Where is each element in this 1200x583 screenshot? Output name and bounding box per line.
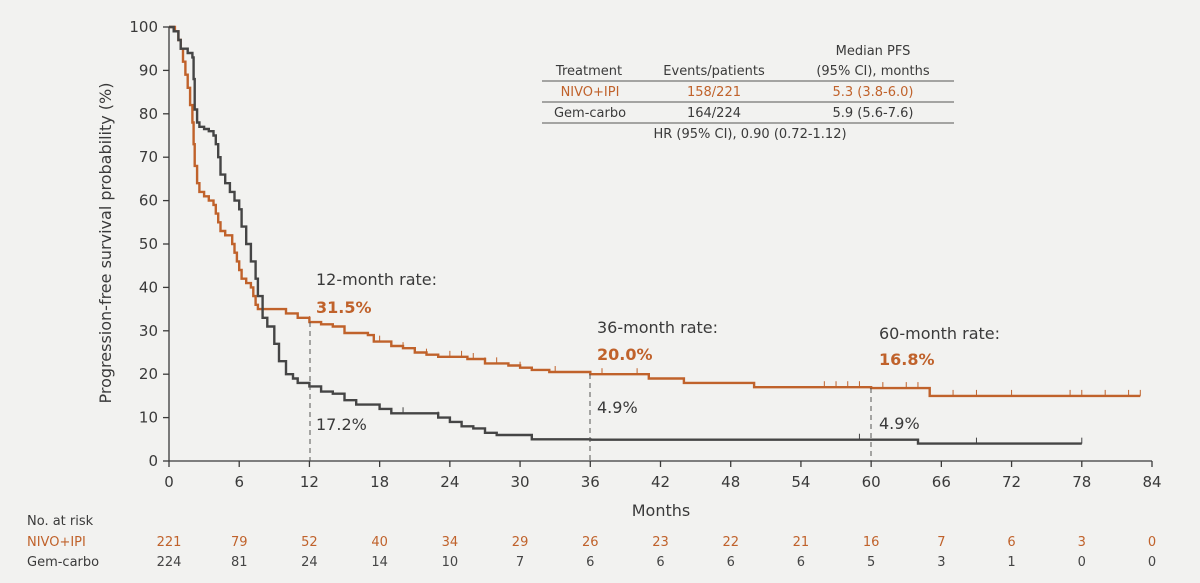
table-row-gem-median: 5.9 (5.6-7.6)	[833, 106, 914, 121]
at-risk-value: 29	[512, 535, 529, 550]
table-row-nivo-median: 5.3 (3.8-6.0)	[833, 85, 914, 100]
x-tick-label: 36	[581, 473, 600, 491]
x-tick-label: 12	[300, 473, 319, 491]
x-tick-label: 6	[234, 473, 244, 491]
series-line-nivo-ipi	[169, 25, 1141, 398]
y-tick-label: 30	[139, 322, 158, 340]
at-risk-row-label-gem: Gem-carbo	[27, 555, 99, 570]
table-row-gem-treatment: Gem-carbo	[554, 106, 626, 121]
at-risk-title: No. at risk	[27, 514, 94, 529]
at-risk-value: 22	[722, 535, 739, 550]
y-tick-label: 0	[148, 452, 158, 470]
at-risk-value: 6	[1007, 535, 1015, 550]
table-header-treatment: Treatment	[555, 64, 622, 79]
x-tick-label: 66	[932, 473, 951, 491]
y-tick-label: 20	[139, 365, 158, 383]
at-risk-value: 21	[793, 535, 810, 550]
at-risk-value: 16	[863, 535, 880, 550]
x-tick-label: 78	[1072, 473, 1091, 491]
at-risk-value: 34	[442, 535, 459, 550]
rate-60-gem: 4.9%	[879, 414, 920, 433]
at-risk-value: 6	[797, 555, 805, 570]
y-tick-label: 10	[139, 409, 158, 427]
y-axis-label: Progression-free survival probability (%…	[96, 83, 115, 404]
at-risk-value: 221	[157, 535, 182, 550]
at-risk-value: 24	[301, 555, 318, 570]
at-risk-value: 6	[656, 555, 664, 570]
at-risk-table: No. at risk NIVO+IPI Gem-carbo 221 79 52 40…	[27, 514, 1156, 570]
rate-36-title: 36-month rate:	[597, 318, 718, 337]
x-tick-label: 60	[862, 473, 881, 491]
table-header-events: Events/patients	[663, 64, 765, 79]
at-risk-value: 3	[1078, 535, 1086, 550]
table-row-nivo-treatment: NIVO+IPI	[561, 85, 620, 100]
rate-60-title: 60-month rate:	[879, 324, 1000, 343]
at-risk-value: 3	[937, 555, 945, 570]
at-risk-value: 26	[582, 535, 599, 550]
y-tick-label: 80	[139, 105, 158, 123]
y-tick-label: 50	[139, 235, 158, 253]
y-tick-label: 90	[139, 61, 158, 79]
rate-36-gem: 4.9%	[597, 398, 638, 417]
at-risk-value: 23	[652, 535, 669, 550]
at-risk-value: 40	[371, 535, 388, 550]
x-tick-label: 42	[651, 473, 670, 491]
y-tick-label: 40	[139, 278, 158, 296]
summary-table: Treatment Events/patients Median PFS (95…	[542, 44, 954, 142]
rate-annotations: 12-month rate: 31.5% 17.2% 36-month rate…	[309, 270, 1000, 461]
at-risk-value: 7	[516, 555, 524, 570]
at-risk-value: 6	[586, 555, 594, 570]
x-tick-label: 72	[1002, 473, 1021, 491]
series-line-gem-carbo	[169, 25, 1082, 445]
at-risk-value: 5	[867, 555, 875, 570]
axes: 0 10 20 30 40 50 60 70 80 90 100 0 6 12 18 24 30 36 42 48 54…	[129, 18, 1161, 491]
at-risk-value: 0	[1078, 555, 1086, 570]
at-risk-value: 6	[727, 555, 735, 570]
table-hr: HR (95% CI), 0.90 (0.72-1.12)	[653, 127, 846, 142]
at-risk-value: 0	[1148, 555, 1156, 570]
x-tick-label: 24	[440, 473, 459, 491]
at-risk-row-label-nivo: NIVO+IPI	[27, 535, 86, 550]
y-tick-label: 70	[139, 148, 158, 166]
series-layer	[169, 25, 1141, 445]
rate-60-nivo: 16.8%	[879, 350, 935, 369]
at-risk-value: 7	[937, 535, 945, 550]
x-tick-label: 0	[164, 473, 174, 491]
x-tick-label: 30	[511, 473, 530, 491]
table-header-ci: (95% CI), months	[816, 64, 930, 79]
at-risk-value: 0	[1148, 535, 1156, 550]
x-axis-label: Months	[632, 501, 690, 520]
table-header-median: Median PFS	[836, 44, 911, 59]
rate-12-gem: 17.2%	[316, 415, 367, 434]
at-risk-value: 1	[1007, 555, 1015, 570]
table-row-gem-events: 164/224	[687, 106, 741, 121]
at-risk-value: 224	[157, 555, 182, 570]
rate-12-title: 12-month rate:	[316, 270, 437, 289]
x-tick-label: 84	[1142, 473, 1161, 491]
at-risk-value: 79	[231, 535, 248, 550]
at-risk-value: 14	[371, 555, 388, 570]
x-tick-label: 18	[370, 473, 389, 491]
y-tick-label: 60	[139, 192, 158, 210]
y-tick-label: 100	[129, 18, 158, 36]
x-tick-label: 54	[791, 473, 810, 491]
at-risk-value: 52	[301, 535, 318, 550]
rate-12-nivo: 31.5%	[316, 298, 372, 317]
at-risk-value: 81	[231, 555, 248, 570]
x-tick-label: 48	[721, 473, 740, 491]
at-risk-value: 10	[442, 555, 459, 570]
table-row-nivo-events: 158/221	[687, 85, 741, 100]
rate-36-nivo: 20.0%	[597, 345, 653, 364]
